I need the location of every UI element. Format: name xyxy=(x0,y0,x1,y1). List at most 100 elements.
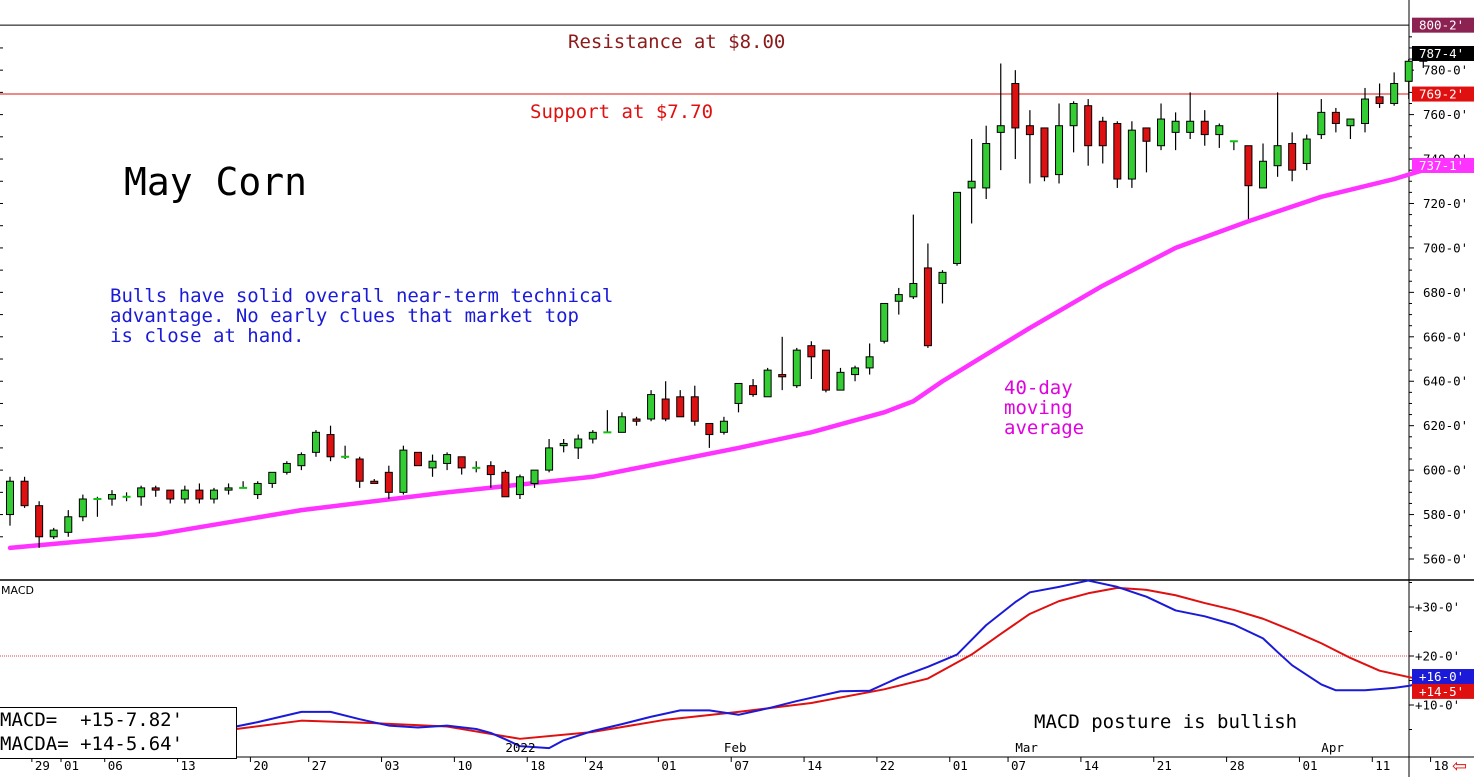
moving-average-line xyxy=(7,163,1441,551)
candle-up xyxy=(574,438,583,449)
candle-up xyxy=(588,431,597,440)
macd-line xyxy=(228,579,1439,750)
candle-up xyxy=(719,420,728,433)
candle-up xyxy=(559,442,568,447)
candle-up xyxy=(515,476,524,496)
candle-down xyxy=(370,480,379,484)
candle-down xyxy=(195,489,204,500)
candle-up xyxy=(865,356,874,369)
candle-up xyxy=(1215,125,1224,136)
candle-up xyxy=(399,449,408,493)
candle-up xyxy=(6,480,14,516)
candle-down xyxy=(166,489,175,500)
candle-down xyxy=(457,456,466,469)
y-tick-label: 560-0' xyxy=(1423,552,1468,567)
candle-down xyxy=(1142,127,1151,142)
scroll-left-arrow-icon[interactable]: ⇦ xyxy=(1452,756,1468,777)
y-tick-label: 660-0' xyxy=(1423,329,1468,344)
candle-up xyxy=(268,471,277,484)
candle-up xyxy=(180,489,189,500)
candle-up xyxy=(1346,118,1355,127)
x-tick-label: 18 xyxy=(530,758,545,773)
candle-down xyxy=(35,505,44,538)
x-tick-label: 07 xyxy=(734,758,749,773)
candle-down xyxy=(413,451,422,467)
candle-up xyxy=(938,271,947,284)
x-period-label: Apr xyxy=(1321,740,1344,755)
candle-up xyxy=(428,460,437,469)
x-tick-label: 18 xyxy=(1434,758,1449,773)
x-tick-label: 10 xyxy=(457,758,472,773)
candle-up xyxy=(253,482,262,496)
candle-up xyxy=(64,516,73,533)
candle-up xyxy=(763,369,772,398)
y-tick-label: 780-0' xyxy=(1423,63,1468,78)
x-tick-label: 13 xyxy=(181,758,196,773)
candle-down xyxy=(778,374,787,378)
macd-annotation: MACD posture is bullish xyxy=(1034,711,1298,733)
x-tick-label: 22 xyxy=(880,758,895,773)
macd-y-tick-label: +30-0' xyxy=(1415,600,1460,615)
x-tick-label: 14 xyxy=(1084,758,1099,773)
candle-down xyxy=(501,471,510,498)
macd-badge xyxy=(1412,669,1474,685)
candle-up xyxy=(1317,111,1326,136)
candle-down xyxy=(661,398,670,420)
x-tick-label: 01 xyxy=(661,758,676,773)
macd-panel-title: MACD xyxy=(1,584,34,597)
macd-y-tick-label: +10-0' xyxy=(1415,698,1460,713)
y-tick-label: 640-0' xyxy=(1423,374,1468,389)
y-tick-label: 680-0' xyxy=(1423,285,1468,300)
candle-up xyxy=(967,180,976,189)
candle-up xyxy=(880,302,889,342)
candle-up xyxy=(107,494,116,500)
candle-up xyxy=(49,529,58,538)
candle-up xyxy=(1404,60,1413,82)
candle-down xyxy=(1084,105,1093,147)
x-tick-label: 01 xyxy=(1302,758,1317,773)
candle-up xyxy=(734,382,743,404)
y-tick-label: 760-0' xyxy=(1423,107,1468,122)
candle-down xyxy=(326,434,335,458)
candle-down xyxy=(923,267,932,347)
candle-down xyxy=(1011,82,1020,129)
macda-readout: MACDA= +14-5.64' xyxy=(0,733,184,755)
candle-up xyxy=(836,371,845,391)
candle-up xyxy=(1273,145,1282,167)
candle-up xyxy=(1302,138,1311,164)
candle-down xyxy=(632,418,641,422)
candle-up xyxy=(1157,118,1166,147)
x-tick-label: 28 xyxy=(1230,758,1245,773)
candle-up xyxy=(545,447,554,471)
candle-down xyxy=(690,396,699,422)
x-tick-label: 03 xyxy=(385,758,400,773)
x-tick-label: 06 xyxy=(108,758,123,773)
candle-up xyxy=(530,469,539,484)
candle-up xyxy=(1055,125,1064,176)
candle-down xyxy=(821,349,830,391)
macd-readout-box: MACD= +15-7.82' MACDA= +14-5.64' xyxy=(0,707,237,759)
candle-down xyxy=(1244,145,1253,187)
candle-up xyxy=(996,125,1005,133)
candle-down xyxy=(705,422,714,436)
x-tick-label: 11 xyxy=(1375,758,1390,773)
x-period-label: 2022 xyxy=(505,740,535,755)
candle-up xyxy=(894,294,903,302)
candle-down xyxy=(384,471,393,493)
candle-up xyxy=(1069,102,1078,127)
y-tick-label: 580-0' xyxy=(1423,507,1468,522)
candle-down xyxy=(1200,120,1209,136)
x-tick-label: 24 xyxy=(589,758,604,773)
candle-down xyxy=(486,465,495,476)
candle-up xyxy=(982,142,991,189)
price-badge xyxy=(1412,86,1474,102)
candle-down xyxy=(1288,142,1297,171)
y-tick-label: 720-0' xyxy=(1423,196,1468,211)
candle-up xyxy=(1186,120,1195,133)
candle-up xyxy=(1171,120,1180,133)
candle-down xyxy=(1098,120,1107,147)
x-tick-label: 20 xyxy=(253,758,268,773)
y-tick-label: 620-0' xyxy=(1423,418,1468,433)
x-tick-label: 14 xyxy=(807,758,822,773)
candle-up xyxy=(851,367,860,376)
